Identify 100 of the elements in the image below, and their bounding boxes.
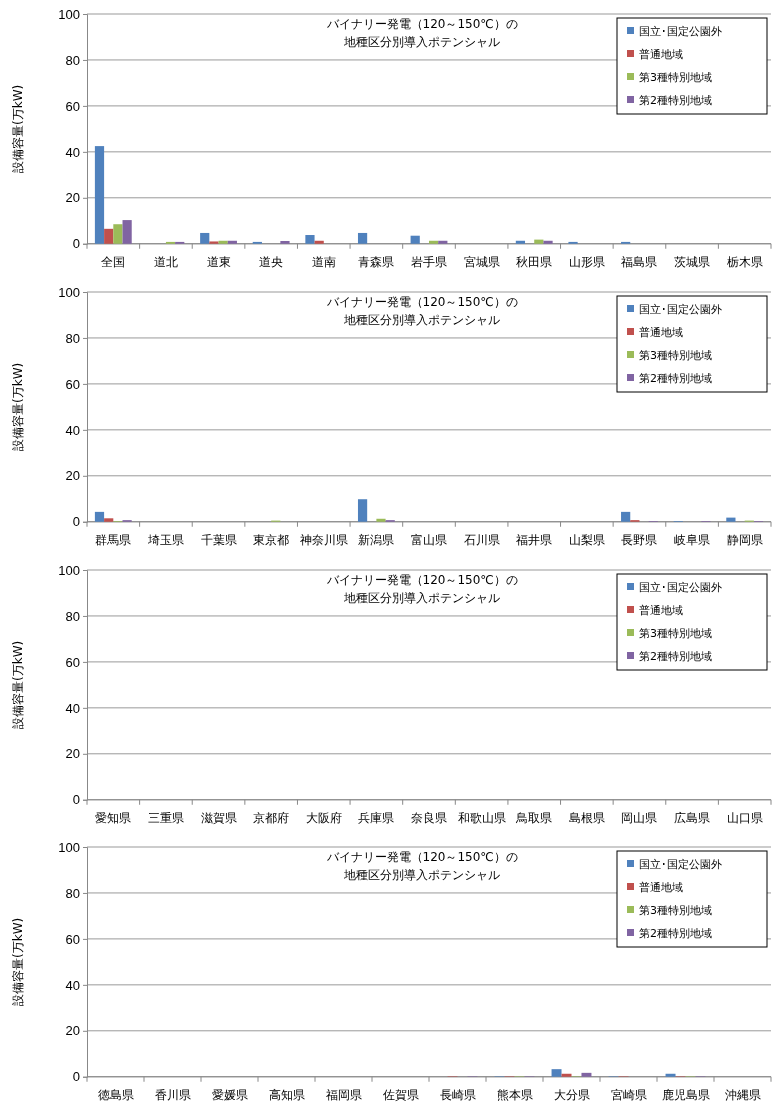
bar [357,498,368,522]
bar [726,517,736,522]
x-tick-label: 神奈川県 [299,532,348,547]
bar [227,240,237,244]
bar [113,224,123,244]
x-tick-label: 道南 [311,254,336,269]
x-tick-label: 和歌山県 [457,810,506,825]
legend-label: 普通地域 [639,603,683,617]
legend-label: 第2種特別地域 [639,649,712,663]
bar [280,240,290,244]
x-tick-label: 福岡県 [325,1088,362,1102]
x-tick-label: 京都府 [253,810,290,825]
x-tick-label: 愛媛県 [211,1088,248,1102]
x-tick-label: 佐賀県 [382,1088,419,1102]
bar [515,240,526,244]
x-tick-label: 山口県 [726,810,763,825]
legend-label: 第2種特別地域 [639,927,712,941]
y-tick-label: 20 [65,468,80,484]
bar [94,511,105,522]
y-tick-label: 60 [65,931,80,947]
x-tick-label: 広島県 [674,810,711,825]
x-tick-label: 愛知県 [95,810,132,825]
x-tick-label: 奈良県 [411,810,447,825]
y-tick-label: 40 [65,422,80,438]
x-tick-label: 栃木県 [726,254,763,269]
y-tick-label: 40 [65,700,80,716]
y-tick-label: 40 [65,977,80,993]
text: バイナリー発電（120～150℃）の地種区分別導入ポテンシャル [325,294,518,327]
bar [543,240,553,244]
bar [209,241,219,244]
y-tick-label: 100 [58,6,80,22]
y-tick-label: 100 [58,839,80,855]
x-tick-label: 青森県 [358,254,395,269]
bar [218,240,228,244]
legend-label: 第2種特別地域 [639,94,712,107]
x-tick-label: 大分県 [553,1088,590,1102]
legend-label: 国立･国定公園外 [639,302,722,316]
y-tick-label: 80 [65,608,80,624]
y-tick-label: 100 [58,284,80,300]
x-tick-label: 高知県 [268,1088,305,1102]
x-tick-label: 徳島県 [97,1088,134,1102]
y-tick-label: 0 [72,1069,80,1085]
x-tick-label: 香川県 [154,1088,191,1102]
text: バイナリー発電（120～150℃）の地種区分別導入ポテンシャル [325,850,518,883]
x-tick-label: 長崎県 [439,1088,476,1102]
x-tick-label: 新潟県 [358,532,395,547]
legend-label: 第3種特別地域 [639,71,712,84]
bar [305,235,315,244]
x-tick-label: 三重県 [147,810,184,825]
x-tick-label: 宮城県 [463,254,500,269]
legend-label: 第2種特別地域 [639,371,712,385]
x-tick-label: 東京都 [253,532,290,547]
y-tick-label: 60 [65,98,80,114]
y-tick-label: 80 [65,52,80,68]
y-tick-label: 60 [65,654,80,670]
bar [376,518,386,522]
x-tick-label: 岩手県 [411,254,447,269]
x-tick-label: 兵庫県 [358,810,395,825]
text: バイナリー発電（120～150℃）の地種区分別導入ポテンシャル [325,17,518,49]
x-tick-label: 島根県 [568,810,605,825]
text: バイナリー発電（120～150℃）の地種区分別導入ポテンシャル [325,572,518,605]
x-tick-label: 岡山県 [621,810,658,825]
legend-label: 第3種特別地域 [639,626,712,640]
x-tick-label: 山梨県 [568,532,605,547]
x-tick-label: 福井県 [516,532,553,547]
bar [410,235,420,244]
bar [200,232,210,244]
x-tick-label: 岐阜県 [674,532,711,547]
x-tick-label: 富山県 [411,532,447,547]
x-tick-label: 熊本県 [496,1088,533,1102]
y-tick-label: 20 [65,745,80,761]
bar [534,239,544,244]
y-tick-label: 20 [65,1023,80,1039]
x-tick-label: 道東 [206,254,231,269]
legend-label: 第3種特別地域 [639,904,712,918]
x-tick-label: 宮崎県 [610,1088,647,1102]
y-axis-title: 設備容量(万kW) [11,918,25,1007]
x-tick-label: 鹿児島県 [661,1088,710,1102]
y-tick-label: 0 [72,514,80,530]
legend-label: 国立･国定公園外 [639,858,722,872]
bar [104,228,114,244]
y-tick-label: 80 [65,885,80,901]
bar [104,518,114,522]
x-tick-label: 群馬県 [95,532,132,547]
x-tick-label: 鳥取県 [515,810,553,825]
y-tick-label: 0 [72,791,80,807]
y-axis-title: 設備容量(万kW) [11,362,25,451]
x-tick-label: 大阪府 [305,810,342,825]
y-tick-label: 20 [65,190,80,206]
legend-label: 普通地域 [639,881,683,895]
bar [314,240,324,244]
x-tick-label: 石川県 [463,532,500,547]
legend-label: 国立･国定公園外 [639,25,722,38]
y-axis-title: 設備容量(万kW) [11,640,25,729]
y-tick-label: 0 [72,236,80,252]
legend-label: 第3種特別地域 [639,348,712,362]
legend-label: 普通地域 [639,48,683,61]
bar [429,240,439,244]
legend-label: 普通地域 [639,325,683,339]
bar [621,511,631,522]
